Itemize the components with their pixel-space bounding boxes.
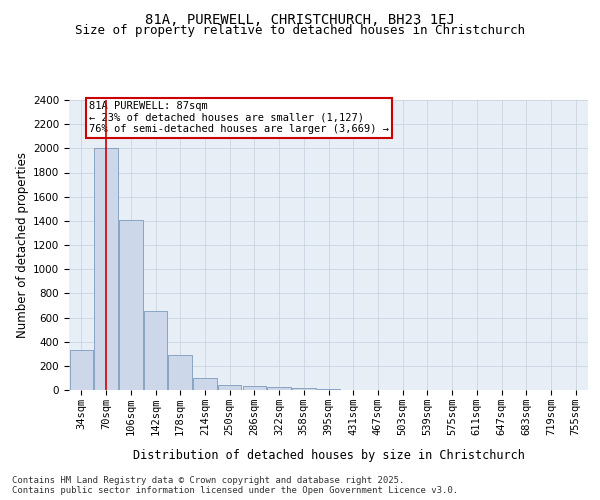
Bar <box>218 384 241 390</box>
Text: Size of property relative to detached houses in Christchurch: Size of property relative to detached ho… <box>75 24 525 37</box>
Text: Contains HM Land Registry data © Crown copyright and database right 2025.
Contai: Contains HM Land Registry data © Crown c… <box>12 476 458 495</box>
Text: 81A PUREWELL: 87sqm
← 23% of detached houses are smaller (1,127)
76% of semi-det: 81A PUREWELL: 87sqm ← 23% of detached ho… <box>89 101 389 134</box>
Text: 81A, PUREWELL, CHRISTCHURCH, BH23 1EJ: 81A, PUREWELL, CHRISTCHURCH, BH23 1EJ <box>145 12 455 26</box>
Bar <box>70 350 93 390</box>
Bar <box>193 378 217 390</box>
Bar <box>94 148 118 390</box>
Bar <box>169 355 192 390</box>
Y-axis label: Number of detached properties: Number of detached properties <box>16 152 29 338</box>
Bar <box>317 389 340 390</box>
Bar <box>292 388 316 390</box>
Bar <box>242 386 266 390</box>
Bar <box>144 312 167 390</box>
Bar <box>268 387 291 390</box>
Bar <box>119 220 143 390</box>
Text: Distribution of detached houses by size in Christchurch: Distribution of detached houses by size … <box>133 450 525 462</box>
